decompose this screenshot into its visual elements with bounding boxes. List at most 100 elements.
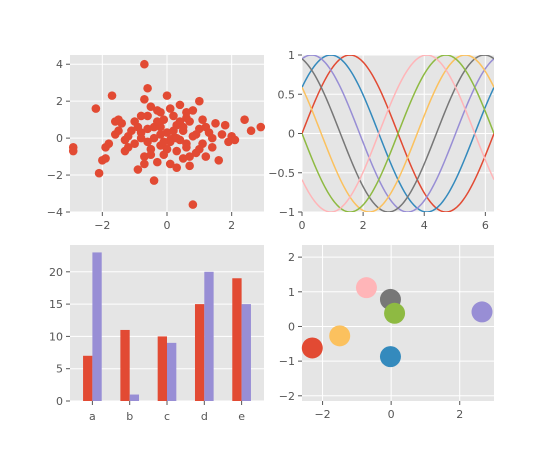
scatter-point xyxy=(178,122,188,132)
x-tick-label: 2 xyxy=(228,219,235,232)
scatter-point xyxy=(175,100,185,110)
scatter-point xyxy=(133,165,143,174)
bar-c-series-2 xyxy=(167,342,177,401)
scatter-point xyxy=(68,146,78,156)
scatter-point xyxy=(162,128,172,137)
scatter-point xyxy=(178,154,188,163)
bar-a-series-1 xyxy=(83,355,93,401)
scatter-point xyxy=(230,135,240,145)
y-tick-label: 0 xyxy=(56,395,63,408)
scatter-point xyxy=(159,115,169,124)
y-tick-label: 5 xyxy=(56,363,63,376)
bar-b-series-1 xyxy=(120,329,130,401)
y-tick-label: 0 xyxy=(288,320,295,333)
panel-top-right-lines: −1 −0.5 0 0.5 1 0 2 4 6 xyxy=(268,49,494,232)
scatter-point xyxy=(156,130,165,139)
scatter-point xyxy=(182,139,191,148)
sine-line-5 xyxy=(302,55,494,212)
scatter-point xyxy=(169,111,178,121)
scatter-point xyxy=(201,122,211,132)
circle-marker-7 xyxy=(355,277,377,299)
y-tick-label: 0 xyxy=(56,132,63,145)
scatter-point xyxy=(195,96,204,106)
scatter-point xyxy=(159,137,169,147)
scatter-point xyxy=(188,106,198,115)
x-tick-label: 0 xyxy=(388,408,395,421)
scatter-point xyxy=(143,124,152,134)
scatter-point xyxy=(140,159,149,169)
scatter-point xyxy=(207,133,217,143)
scatter-point xyxy=(136,133,146,143)
scatter-point xyxy=(123,143,133,152)
scatter-point xyxy=(172,133,181,143)
circle-marker-5 xyxy=(329,325,351,347)
y-tick-label: −1 xyxy=(279,355,295,368)
panel-bottom-left-bars: 0 5 10 15 20 a b c d e xyxy=(49,245,264,423)
scatter-point xyxy=(185,117,194,126)
scatter-point xyxy=(140,95,149,104)
x-tick-label: b xyxy=(126,410,133,423)
scatter-point xyxy=(240,115,249,124)
x-tick-label: 4 xyxy=(421,219,428,232)
scatter-point xyxy=(207,143,217,152)
sine-line-6 xyxy=(302,55,494,212)
y-tick-label: 10 xyxy=(49,330,63,343)
scatter-point xyxy=(246,126,256,136)
scatter-point xyxy=(149,176,159,185)
y-tick-label: 4 xyxy=(56,58,63,71)
scatter-point xyxy=(127,126,136,136)
y-tick-label: −2 xyxy=(279,390,295,403)
scatter-point xyxy=(198,115,207,124)
scatter-point xyxy=(185,161,194,171)
bar-a-series-2 xyxy=(92,252,102,401)
scatter-point xyxy=(182,107,191,117)
scatter-point xyxy=(146,150,156,160)
scatter-point xyxy=(201,152,211,161)
scatter-point xyxy=(114,126,123,136)
scatter-point xyxy=(117,119,127,128)
scatter-point xyxy=(101,143,110,152)
panel-top-left-scatter: −4 −2 0 2 4 −2 0 2 xyxy=(47,55,266,232)
y-tick-label: 0.5 xyxy=(278,88,296,101)
bars xyxy=(83,252,251,401)
scatter-point xyxy=(110,117,120,126)
y-tick-label: 1 xyxy=(288,286,295,299)
scatter-point xyxy=(162,91,172,100)
sine-lines xyxy=(302,55,494,212)
scatter-point xyxy=(130,139,139,148)
scatter-point xyxy=(94,168,104,178)
y-tick-label: 2 xyxy=(56,95,63,108)
scatter-point xyxy=(188,200,198,209)
scatter-point xyxy=(156,107,165,117)
scatter-point xyxy=(140,59,149,69)
scatter-point xyxy=(133,122,143,132)
scatter-point xyxy=(220,120,230,130)
bar-d-series-1 xyxy=(194,304,205,401)
scatter-point xyxy=(143,83,152,93)
y-tick-label: −2 xyxy=(47,169,63,182)
circle-marker-6 xyxy=(384,302,406,324)
scatter-point xyxy=(146,102,156,112)
scatter-point xyxy=(153,157,162,167)
bar-c-series-1 xyxy=(157,336,167,401)
scatter-point xyxy=(211,119,220,128)
sine-line-7 xyxy=(302,55,494,212)
scatter-point xyxy=(214,155,224,165)
x-tick-label: 2 xyxy=(360,219,367,232)
scatter-point xyxy=(165,104,175,113)
y-tick-label: −0.5 xyxy=(268,167,295,180)
scatter-point xyxy=(256,122,266,132)
scatter-point xyxy=(140,152,149,161)
circle-marker-2 xyxy=(379,346,401,368)
scatter-point xyxy=(143,111,152,121)
bar-e-series-2 xyxy=(241,304,251,401)
y-tick-label: 0 xyxy=(288,128,295,141)
y-tick-label: 15 xyxy=(49,298,63,311)
y-tick-label: −1 xyxy=(279,206,295,219)
x-tick-label: a xyxy=(89,410,96,423)
scatter-point xyxy=(165,135,175,145)
x-tick-label: c xyxy=(164,410,170,423)
scatter-point xyxy=(172,163,181,172)
scatter-point xyxy=(172,146,181,156)
